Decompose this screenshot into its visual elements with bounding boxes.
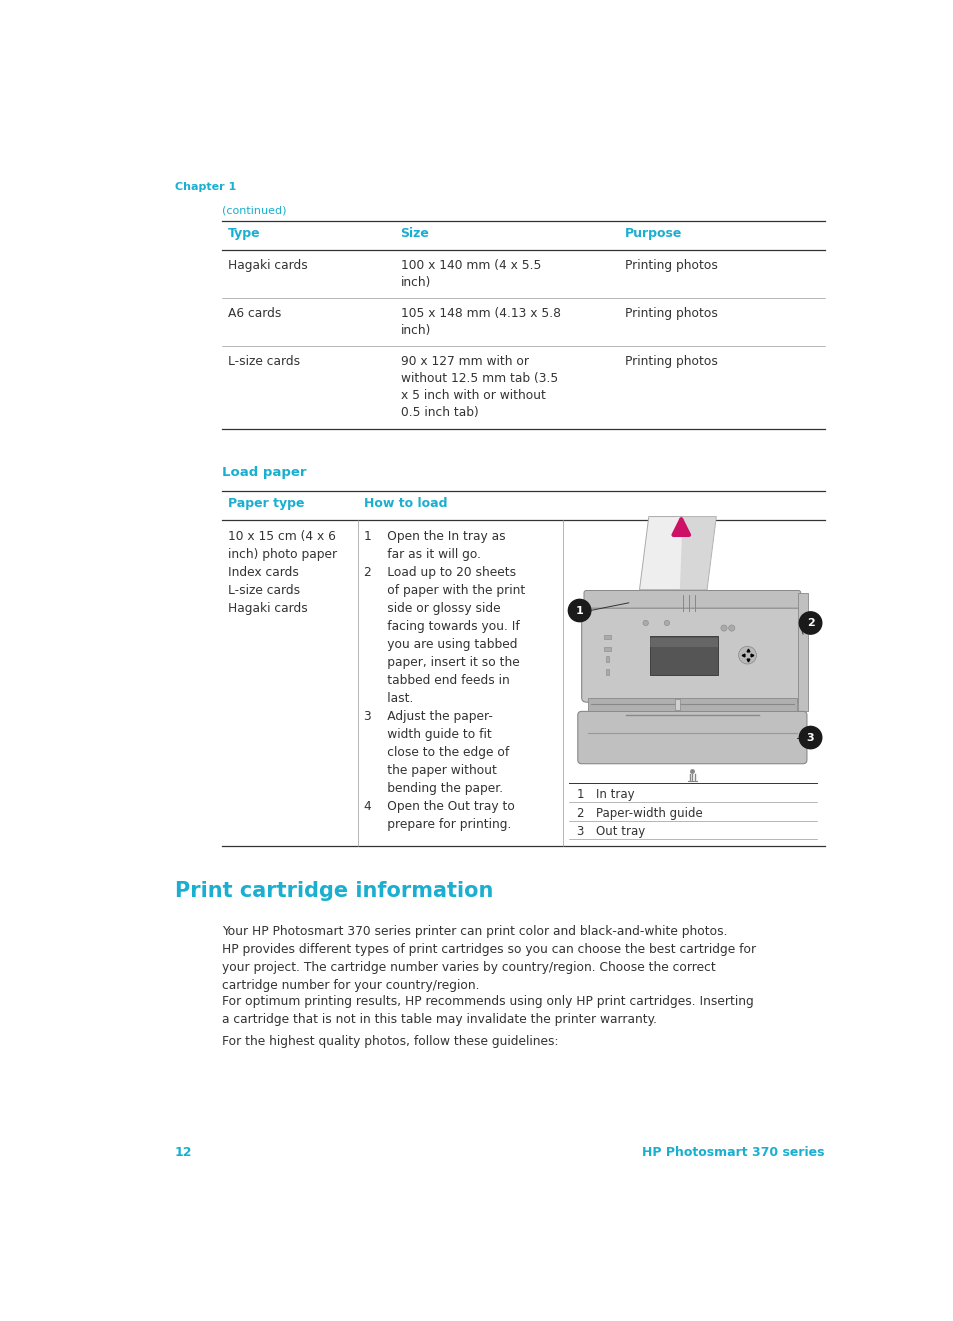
Text: Printing photos: Printing photos: [624, 355, 718, 367]
Text: 105 x 148 mm (4.13 x 5.8
inch): 105 x 148 mm (4.13 x 5.8 inch): [400, 306, 560, 337]
Text: Paper type: Paper type: [228, 497, 304, 510]
FancyBboxPatch shape: [578, 712, 806, 764]
Circle shape: [728, 625, 734, 631]
Text: 12: 12: [174, 1145, 193, 1159]
Circle shape: [568, 600, 590, 622]
Text: In tray: In tray: [596, 789, 634, 802]
Bar: [605, 657, 609, 663]
Bar: [797, 593, 807, 712]
Text: Print cartridge information: Print cartridge information: [174, 881, 493, 901]
Text: 1    Open the In tray as
      far as it will go.
2    Load up to 20 sheets
    : 1 Open the In tray as far as it will go.…: [364, 530, 525, 831]
Text: 2: 2: [576, 807, 583, 820]
Bar: [675, 699, 679, 709]
Circle shape: [663, 621, 669, 626]
Text: 3: 3: [576, 826, 583, 839]
Bar: [649, 638, 717, 647]
Bar: [649, 635, 717, 675]
Circle shape: [720, 625, 726, 631]
Circle shape: [799, 727, 821, 749]
Text: How to load: How to load: [364, 497, 447, 510]
Bar: [604, 634, 610, 639]
Text: A6 cards: A6 cards: [228, 306, 281, 320]
Text: Purpose: Purpose: [624, 227, 682, 240]
Text: Out tray: Out tray: [596, 826, 644, 839]
Text: 1: 1: [576, 789, 583, 802]
Polygon shape: [679, 517, 716, 589]
Text: For the highest quality photos, follow these guidelines:: For the highest quality photos, follow t…: [221, 1034, 558, 1048]
Text: Chapter 1: Chapter 1: [174, 182, 236, 193]
Text: 10 x 15 cm (4 x 6
inch) photo paper
Index cards
L-size cards
Hagaki cards: 10 x 15 cm (4 x 6 inch) photo paper Inde…: [228, 530, 336, 614]
Text: Size: Size: [400, 227, 429, 240]
Text: 3: 3: [806, 733, 814, 742]
Text: Printing photos: Printing photos: [624, 306, 718, 320]
Text: Load paper: Load paper: [221, 466, 306, 478]
Bar: [587, 697, 796, 712]
Bar: [604, 647, 610, 651]
Text: HP Photosmart 370 series: HP Photosmart 370 series: [641, 1145, 823, 1159]
Text: Your HP Photosmart 370 series printer can print color and black-and-white photos: Your HP Photosmart 370 series printer ca…: [221, 926, 755, 992]
Text: (continued): (continued): [221, 206, 286, 215]
Circle shape: [642, 621, 648, 626]
Text: 90 x 127 mm with or
without 12.5 mm tab (3.5
x 5 inch with or without
0.5 inch t: 90 x 127 mm with or without 12.5 mm tab …: [400, 355, 558, 419]
Text: Hagaki cards: Hagaki cards: [228, 259, 307, 272]
Text: 100 x 140 mm (4 x 5.5
inch): 100 x 140 mm (4 x 5.5 inch): [400, 259, 540, 289]
Circle shape: [738, 646, 756, 664]
Bar: [605, 668, 609, 675]
Circle shape: [799, 612, 821, 634]
Text: Paper-width guide: Paper-width guide: [596, 807, 702, 820]
FancyBboxPatch shape: [581, 608, 802, 703]
FancyBboxPatch shape: [583, 590, 800, 616]
Text: L-size cards: L-size cards: [228, 355, 299, 367]
Text: Type: Type: [228, 227, 260, 240]
Text: For optimum printing results, HP recommends using only HP print cartridges. Inse: For optimum printing results, HP recomme…: [221, 995, 753, 1025]
Text: Printing photos: Printing photos: [624, 259, 718, 272]
Polygon shape: [639, 517, 716, 589]
Text: 2: 2: [806, 618, 814, 627]
Text: 1: 1: [575, 605, 583, 616]
